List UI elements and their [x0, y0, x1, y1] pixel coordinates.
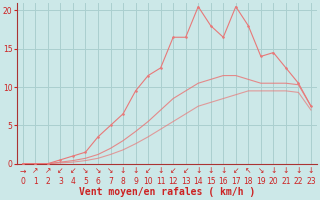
X-axis label: Vent moyen/en rafales ( km/h ): Vent moyen/en rafales ( km/h ) [79, 187, 255, 197]
